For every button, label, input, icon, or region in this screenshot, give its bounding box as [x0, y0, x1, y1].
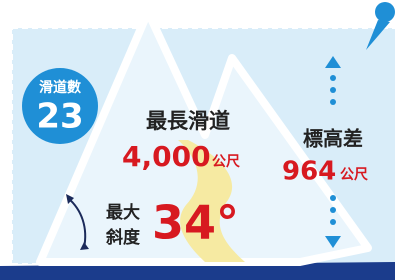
pin-head: [375, 2, 395, 22]
longest-trail-value: 4,000: [122, 140, 211, 173]
trail-count-label: 滑道數: [39, 79, 81, 96]
arrow-dot: [330, 75, 336, 81]
elevation-value: 964: [282, 157, 336, 187]
elevation-label: 標高差: [303, 127, 363, 151]
infographic: 滑道數 23 最長滑道 4,000 公尺 標高差 964 公尺 最大 斜度 34…: [0, 0, 395, 280]
longest-trail-unit: 公尺: [212, 154, 240, 170]
arrow-dot: [330, 195, 336, 201]
longest-trail-label: 最長滑道: [146, 109, 230, 133]
elevation-unit: 公尺: [340, 167, 368, 183]
arrow-dot: [330, 99, 336, 105]
arrow-dot: [330, 219, 336, 225]
slope-label-line2: 斜度: [105, 227, 141, 248]
arrow-dot: [330, 207, 336, 213]
page: 滑道數 23 最長滑道 4,000 公尺 標高差 964 公尺 最大 斜度 34…: [0, 0, 395, 280]
arrow-dot: [330, 87, 336, 93]
trail-count-value: 23: [36, 97, 83, 137]
slope-value: 34°: [152, 196, 239, 250]
slope-label-line1: 最大: [106, 202, 140, 223]
